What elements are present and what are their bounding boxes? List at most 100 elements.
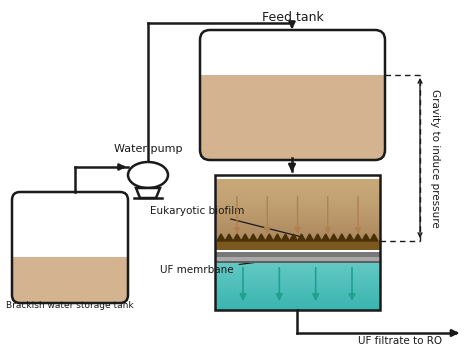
Text: Feed tank: Feed tank: [262, 11, 323, 24]
Bar: [215, 295, 380, 296]
Bar: [12, 192, 128, 257]
Bar: [215, 186, 380, 187]
Bar: [215, 191, 380, 192]
Bar: [215, 181, 380, 182]
Polygon shape: [225, 234, 233, 241]
Bar: [215, 278, 380, 279]
Bar: [215, 209, 380, 210]
Bar: [215, 221, 380, 222]
Bar: [215, 227, 380, 228]
Bar: [215, 264, 380, 265]
Polygon shape: [282, 234, 290, 241]
Bar: [215, 288, 380, 289]
Bar: [215, 241, 380, 250]
Bar: [215, 267, 380, 268]
Ellipse shape: [128, 162, 168, 188]
Bar: [215, 183, 380, 184]
Bar: [215, 252, 380, 257]
Bar: [215, 301, 380, 302]
Bar: [215, 306, 380, 307]
Polygon shape: [370, 234, 378, 241]
Text: UF memrbane: UF memrbane: [160, 259, 278, 275]
Bar: [215, 228, 380, 229]
Bar: [215, 235, 380, 236]
Bar: [215, 277, 380, 278]
Bar: [215, 210, 380, 211]
Bar: [215, 180, 380, 181]
Polygon shape: [136, 188, 160, 198]
Bar: [215, 233, 380, 234]
Bar: [215, 297, 380, 298]
Polygon shape: [330, 234, 338, 241]
Bar: [215, 200, 380, 201]
Bar: [215, 246, 380, 247]
Polygon shape: [306, 234, 314, 241]
Bar: [215, 201, 380, 202]
Bar: [215, 266, 380, 267]
Bar: [215, 212, 380, 213]
Text: UF filtrate to RO: UF filtrate to RO: [358, 336, 442, 345]
Bar: [215, 188, 380, 189]
Bar: [215, 230, 380, 231]
Bar: [215, 294, 380, 295]
Bar: [215, 197, 380, 198]
Bar: [215, 293, 380, 294]
Bar: [215, 184, 380, 185]
Bar: [215, 286, 380, 287]
Polygon shape: [338, 234, 346, 241]
Bar: [215, 236, 380, 237]
Bar: [215, 208, 380, 209]
Bar: [215, 225, 380, 226]
Bar: [215, 281, 380, 282]
Bar: [215, 241, 380, 242]
Bar: [215, 263, 380, 310]
Bar: [215, 190, 380, 191]
Bar: [215, 217, 380, 218]
Bar: [215, 243, 380, 244]
Bar: [215, 289, 380, 290]
Polygon shape: [249, 234, 257, 241]
Polygon shape: [322, 234, 330, 241]
Bar: [215, 247, 380, 248]
Bar: [215, 287, 380, 288]
Bar: [215, 218, 380, 219]
Bar: [215, 270, 380, 271]
Bar: [215, 248, 380, 249]
Bar: [215, 206, 380, 207]
Bar: [215, 194, 380, 195]
Bar: [215, 274, 380, 275]
Bar: [215, 305, 380, 306]
Bar: [215, 211, 380, 212]
Bar: [215, 203, 380, 204]
Bar: [215, 195, 380, 196]
Bar: [215, 198, 380, 199]
Bar: [215, 265, 380, 266]
Bar: [215, 283, 380, 284]
Polygon shape: [257, 234, 265, 241]
Bar: [215, 196, 380, 197]
Bar: [215, 303, 380, 304]
Bar: [215, 232, 380, 233]
Bar: [215, 207, 380, 208]
Text: Eukaryotic biofilm: Eukaryotic biofilm: [150, 206, 303, 237]
Bar: [215, 226, 380, 227]
Polygon shape: [290, 234, 298, 241]
Bar: [215, 229, 380, 230]
Bar: [215, 261, 380, 263]
Bar: [215, 290, 380, 291]
Text: Brackish water storage tank: Brackish water storage tank: [6, 301, 134, 310]
Bar: [215, 175, 380, 310]
Bar: [215, 214, 380, 215]
Bar: [215, 213, 380, 214]
Bar: [215, 291, 380, 292]
Bar: [215, 268, 380, 269]
Bar: [215, 244, 380, 245]
Polygon shape: [298, 234, 306, 241]
Text: Gravity to induce pressure: Gravity to induce pressure: [430, 89, 440, 227]
Bar: [215, 308, 380, 309]
Bar: [215, 240, 380, 241]
Bar: [215, 187, 380, 188]
Bar: [215, 219, 380, 220]
Bar: [215, 238, 380, 239]
Bar: [215, 202, 380, 203]
